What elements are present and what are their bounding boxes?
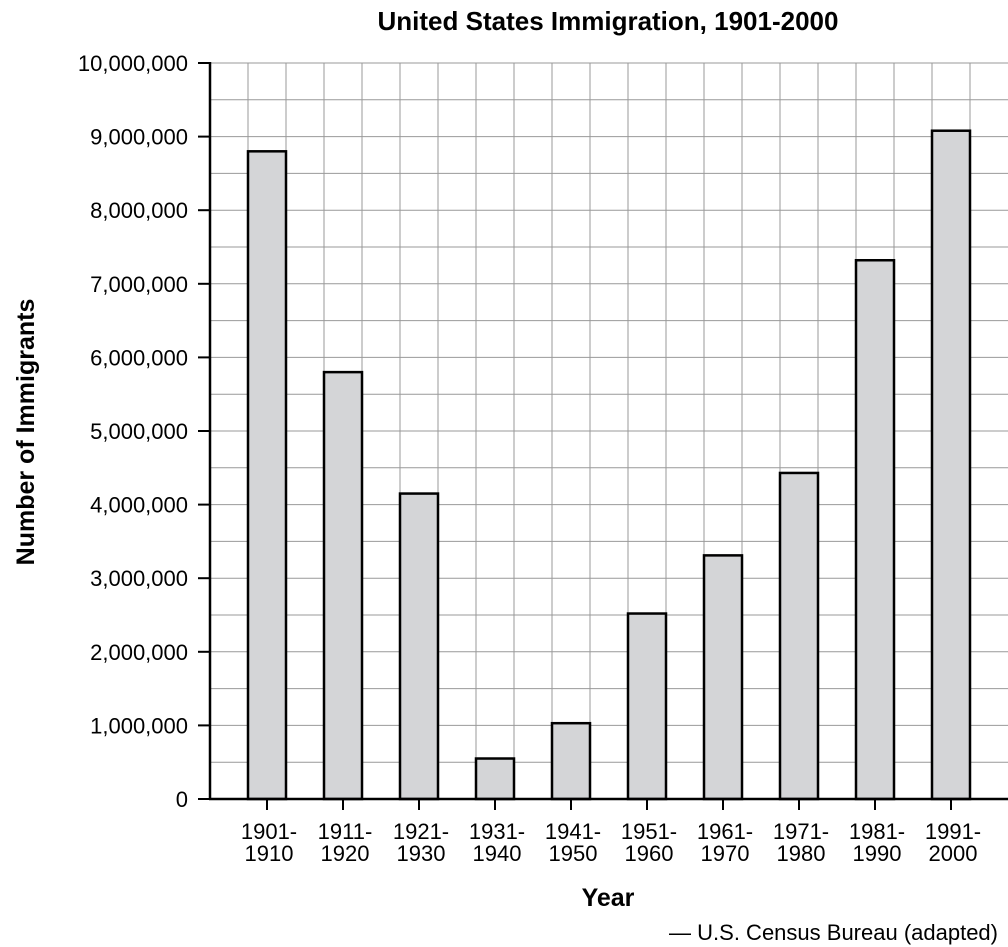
y-tick-labels: 0 1,000,000 2,000,000 3,000,000 4,000,000 5,0… xyxy=(78,51,188,812)
bar-1901-1910 xyxy=(246,150,288,801)
y-tick-label: 9,000,000 xyxy=(90,125,188,150)
chart-title: United States Immigration, 1901-2000 xyxy=(378,6,839,36)
bar-1961-1970 xyxy=(702,554,744,801)
x-tick-label: 1931-1940 xyxy=(469,819,525,866)
x-tick-label: 1961-1970 xyxy=(697,819,753,866)
bar-1941-1950 xyxy=(550,721,592,801)
y-tick-label: 10,000,000 xyxy=(78,51,188,76)
y-tick-label: 4,000,000 xyxy=(90,493,188,518)
y-tick-label: 7,000,000 xyxy=(90,272,188,297)
bar-1921-1930 xyxy=(398,492,440,801)
bars xyxy=(246,129,972,801)
source-citation: — U.S. Census Bureau (adapted) xyxy=(669,920,998,945)
y-tick-label: 3,000,000 xyxy=(90,566,188,591)
bar-1971-1980 xyxy=(778,471,820,801)
x-tick-label: 1921-1930 xyxy=(393,819,449,866)
bar-1991-2000 xyxy=(930,129,972,801)
bar-1951-1960 xyxy=(626,612,668,801)
x-tick-labels: 1901-1910 1911-1920 1921-1930 1931-1940 1941… xyxy=(241,819,981,866)
bar-1981-1990 xyxy=(854,258,896,801)
y-tick-label: 5,000,000 xyxy=(90,419,188,444)
y-tick-label: 8,000,000 xyxy=(90,198,188,223)
x-tick-label: 1911-1920 xyxy=(318,819,373,866)
x-tick-label: 1971-1980 xyxy=(773,819,829,866)
y-tick-label: 0 xyxy=(176,787,188,812)
y-axis-title: Number of Immigrants xyxy=(12,299,40,566)
x-tick-label: 1951-1960 xyxy=(621,819,677,866)
bar-1931-1940 xyxy=(474,757,516,801)
x-tick-label: 1941-1950 xyxy=(545,819,601,866)
bar-1911-1920 xyxy=(322,370,364,801)
x-tick-label: 1981-1990 xyxy=(849,819,905,866)
x-tick-label: 1991-2000 xyxy=(925,819,981,866)
y-tick-label: 1,000,000 xyxy=(90,713,188,738)
x-axis-title: Year xyxy=(582,884,635,912)
axes xyxy=(198,62,1008,810)
y-tick-label: 6,000,000 xyxy=(90,345,188,370)
y-tick-label: 2,000,000 xyxy=(90,640,188,665)
x-tick-label: 1901-1910 xyxy=(241,819,297,866)
